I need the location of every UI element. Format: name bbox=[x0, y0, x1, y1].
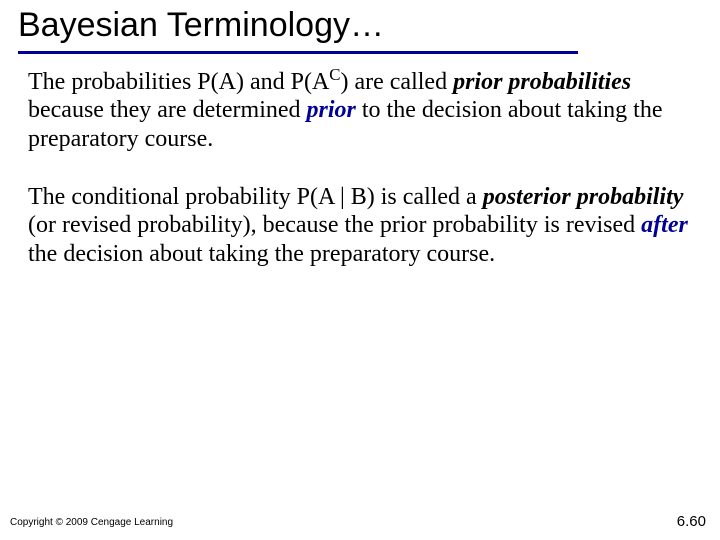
p2-text: (or revised probability), because the pr… bbox=[28, 212, 641, 238]
footer-copyright: Copyright © 2009 Cengage Learning bbox=[10, 517, 173, 528]
content-area: The probabilities P(A) and P(AC) are cal… bbox=[0, 54, 720, 268]
p2-text: the decision about taking the preparator… bbox=[28, 241, 495, 267]
paragraph-2: The conditional probability P(A | B) is … bbox=[28, 183, 692, 268]
p2-text: The conditional probability P(A | B) is … bbox=[28, 184, 483, 210]
p1-superscript: C bbox=[329, 65, 340, 84]
p1-text: because they are determined bbox=[28, 97, 307, 123]
slide: Bayesian Terminology… The probabilities … bbox=[0, 0, 720, 540]
paragraph-1: The probabilities P(A) and P(AC) are cal… bbox=[28, 68, 692, 153]
p1-emphasis-prior: prior bbox=[307, 97, 356, 123]
footer-page-number: 6.60 bbox=[677, 513, 706, 530]
p1-text: The probabilities P(A) and P(A bbox=[28, 69, 329, 95]
title-block: Bayesian Terminology… bbox=[0, 0, 720, 54]
p2-emphasis-after: after bbox=[641, 212, 688, 238]
p1-emphasis-prior-probabilities: prior probabilities bbox=[453, 69, 631, 95]
p1-text: ) are called bbox=[340, 69, 453, 95]
p2-emphasis-posterior-probability: posterior probability bbox=[483, 184, 684, 210]
slide-title: Bayesian Terminology… bbox=[18, 6, 702, 49]
